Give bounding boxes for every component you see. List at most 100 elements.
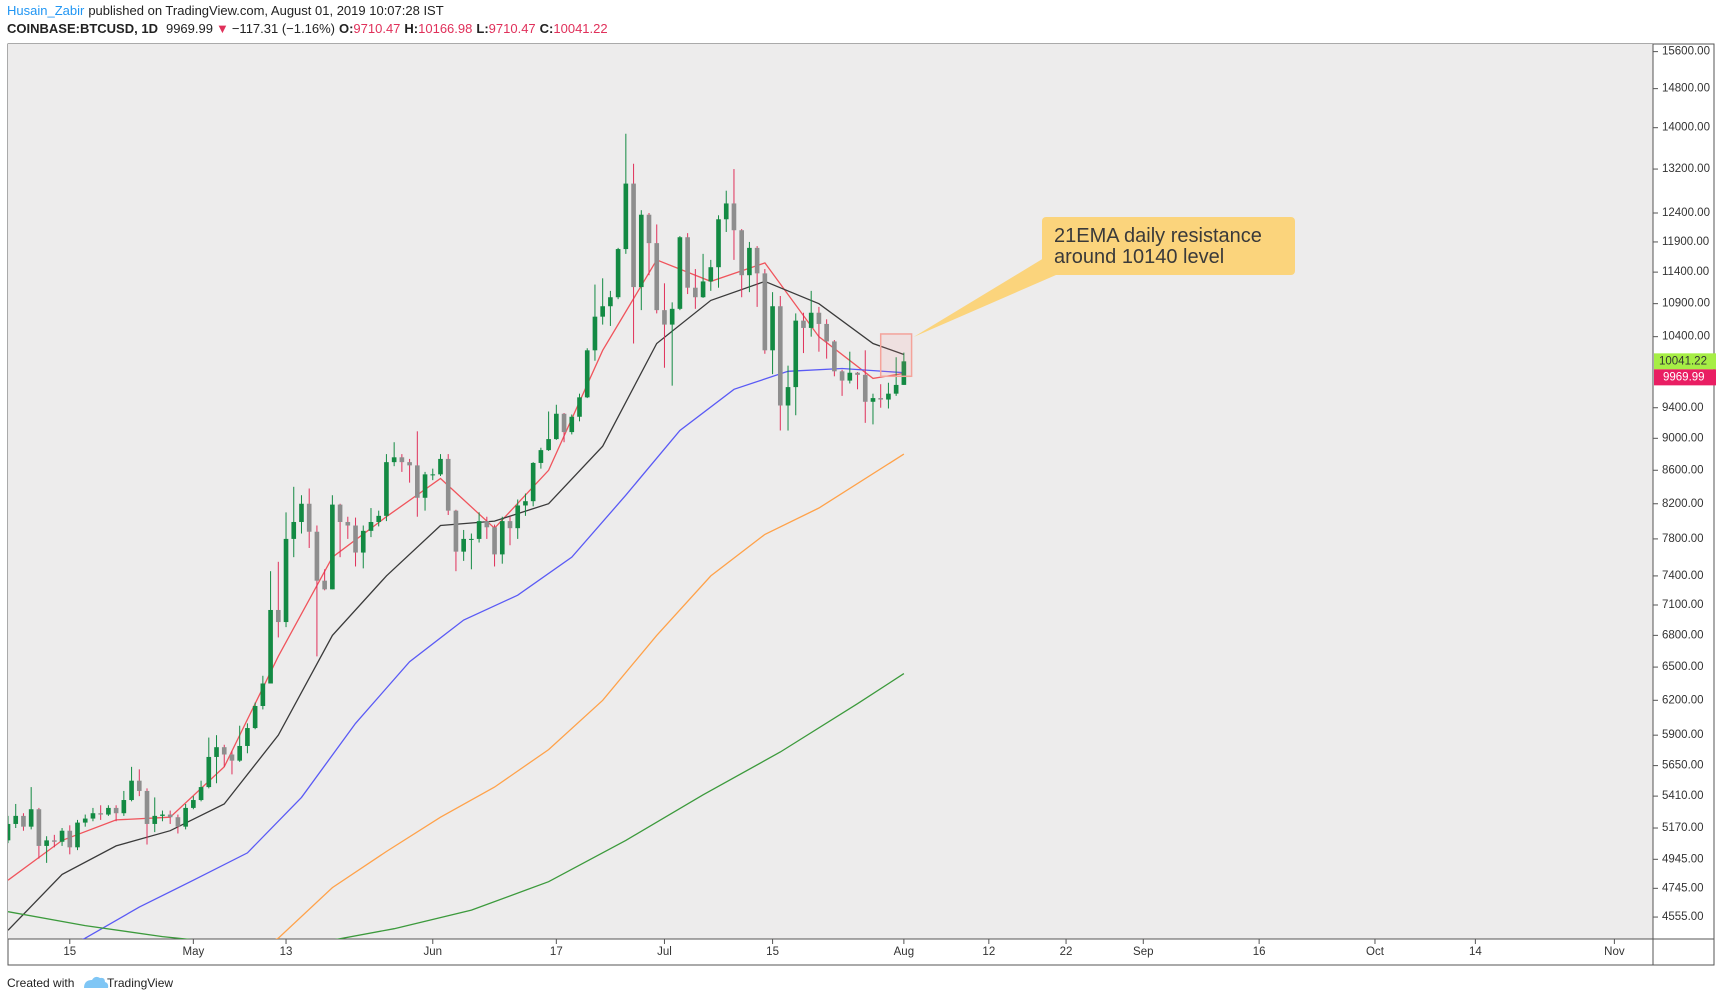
change: −117.31 (−1.16%)	[232, 21, 335, 36]
x-tick-label: 13	[280, 946, 293, 958]
candle-body	[654, 243, 660, 311]
candle-body	[723, 203, 729, 220]
candle-body	[708, 267, 714, 282]
high: 10166.98	[418, 21, 472, 36]
y-tick-label: 14800.00	[1662, 83, 1710, 95]
candle-body	[646, 214, 652, 244]
candle-body	[44, 840, 49, 846]
candle-body	[121, 800, 127, 814]
candle-body	[160, 814, 165, 816]
candle-body	[198, 787, 204, 801]
candle-body	[662, 310, 667, 325]
close-price-box	[1654, 353, 1716, 370]
logo-icon[interactable]	[84, 976, 109, 988]
y-tick-label: 4555.00	[1662, 911, 1704, 923]
candle-body	[592, 316, 598, 351]
y-tick-label: 15600.00	[1662, 46, 1710, 58]
author[interactable]: Husain_Zabir	[7, 3, 85, 18]
candle-body	[422, 474, 428, 498]
y-tick-label: 9000.00	[1662, 432, 1704, 444]
o-label: O:	[339, 21, 353, 36]
candle-body	[252, 705, 258, 729]
candle-body	[183, 807, 188, 827]
candle-body	[546, 439, 551, 451]
footer-brand[interactable]: TradingView	[107, 976, 173, 990]
candle-body	[21, 815, 26, 827]
x-tick-label: 14	[1469, 946, 1482, 958]
x-tick-label: 17	[550, 946, 563, 958]
header-line-1: Husain_Zabir published on TradingView.com…	[7, 3, 444, 18]
y-tick-label: 8200.00	[1662, 498, 1704, 510]
candle-body	[206, 756, 212, 788]
x-tick-label: Nov	[1604, 946, 1625, 958]
candle-body	[136, 780, 142, 791]
x-tick-label: 15	[766, 946, 779, 958]
candle-body	[484, 521, 490, 528]
x-tick-label: Oct	[1366, 946, 1385, 958]
candle-body	[862, 374, 868, 402]
candle-body	[739, 230, 745, 276]
candle-body	[28, 809, 34, 827]
y-tick-label: 11400.00	[1662, 266, 1709, 278]
y-tick-label: 9400.00	[1662, 402, 1704, 414]
candle-body	[52, 840, 57, 842]
y-tick-label: 4945.00	[1662, 853, 1704, 865]
candle-body	[584, 350, 590, 398]
y-tick-label: 14000.00	[1662, 122, 1710, 134]
candle-body	[275, 609, 281, 623]
candle-body	[561, 413, 567, 433]
candle-body	[476, 521, 482, 539]
close-price-label: 10041.22	[1659, 355, 1707, 367]
last-price-label: 9969.99	[1663, 371, 1705, 383]
candle-body	[129, 780, 134, 801]
x-tick-label: Sep	[1133, 946, 1153, 958]
candle-body	[870, 398, 876, 402]
y-tick-label: 6500.00	[1662, 661, 1704, 673]
candle-body	[785, 387, 791, 406]
candle-body	[623, 183, 629, 250]
ema-line	[8, 673, 905, 939]
tradingview-logo[interactable]: TradingView	[84, 976, 173, 990]
candle-body	[330, 504, 335, 590]
y-tick-label: 7800.00	[1662, 533, 1704, 545]
footer-created: Created with	[7, 976, 74, 990]
y-tick-label: 7400.00	[1662, 570, 1704, 582]
ema-line	[8, 259, 905, 881]
candle-body	[407, 462, 412, 466]
candle-body	[762, 273, 768, 351]
candle-body	[808, 312, 814, 328]
ema-line	[81, 367, 904, 939]
candle-body	[685, 237, 690, 288]
y-tick-label: 11900.00	[1662, 236, 1709, 248]
price: 9969.99	[166, 21, 213, 36]
last-price-box	[1654, 369, 1716, 386]
candle-body	[245, 728, 250, 746]
candle-body	[530, 462, 536, 502]
candle-body	[299, 503, 304, 522]
candle-body	[523, 501, 528, 506]
candle-body	[167, 814, 173, 818]
candle-body	[669, 308, 675, 325]
candle-body	[600, 306, 605, 317]
candle-body	[415, 465, 420, 498]
y-tick-label: 5410.00	[1662, 790, 1704, 802]
candle-body	[306, 503, 312, 532]
ema-line	[8, 280, 905, 931]
arrow: ▼	[216, 21, 229, 36]
candle-body	[693, 287, 698, 298]
candle-body	[469, 538, 474, 540]
candle-body	[90, 813, 96, 819]
candle-body	[353, 525, 358, 553]
candle-body	[801, 320, 806, 328]
candle-body	[8, 823, 11, 841]
candle-body	[461, 538, 466, 552]
y-tick-label: 6800.00	[1662, 629, 1704, 641]
candle-body	[832, 341, 837, 372]
annotation-text: around 10140 level	[1054, 246, 1224, 268]
candle-body	[754, 247, 760, 274]
candle-body	[283, 538, 289, 623]
annotation-highlight	[879, 333, 913, 378]
candle-body	[507, 521, 513, 529]
